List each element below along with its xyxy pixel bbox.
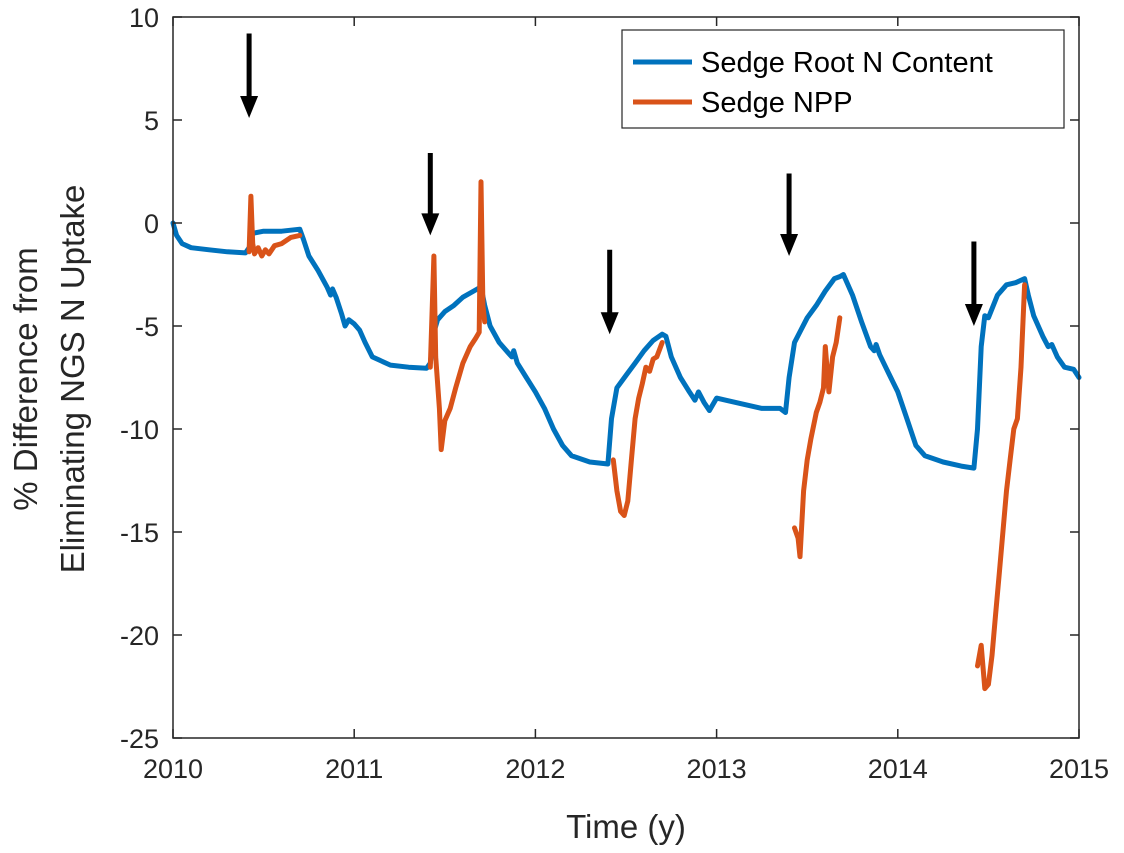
axis-ticks: 2010 2011 2012 2013 2014 2015 10 5 0 -5 -10 -15 -20 -… [120, 3, 1109, 784]
x-axis-label: Time (y) [566, 808, 686, 845]
series-line-sedge-npp-segment-2 [427, 179, 488, 453]
series-line-sedge-npp-segment-4 [792, 315, 843, 560]
x-tick-label: 2011 [325, 754, 383, 784]
y-tick-label: -15 [120, 518, 159, 548]
series-line-sedge-npp-segment-3 [610, 340, 665, 518]
x-tick-label: 2012 [505, 754, 565, 784]
x-tick-label: 2010 [143, 754, 203, 784]
series-line-sedge-root-n-content [170, 220, 1082, 471]
y-axis-label-line-2: Eliminating NGS N Uptake [54, 185, 91, 574]
series-layer [170, 179, 1082, 692]
y-tick-label: -10 [120, 415, 159, 445]
down-arrow-icon [421, 152, 440, 236]
y-axis-label-line-1: % Difference from [7, 247, 44, 510]
down-arrow-icon [780, 173, 799, 256]
down-arrow-icon [600, 249, 619, 335]
y-tick-label: 5 [144, 106, 159, 136]
series-line-sedge-npp-segment-5 [975, 282, 1028, 692]
y-tick-label: 10 [129, 3, 159, 33]
x-tick-label: 2015 [1049, 754, 1109, 784]
legend: Sedge Root N Content Sedge NPP [621, 29, 1065, 129]
y-tick-label: -20 [120, 621, 159, 651]
plot-frame [172, 16, 1080, 739]
legend-box [621, 29, 1065, 129]
legend-label-root-n: Sedge Root N Content [701, 47, 993, 79]
y-tick-label: 0 [144, 209, 159, 239]
down-arrow-icon [240, 33, 259, 118]
annotation-arrows [240, 33, 983, 335]
series-line-sedge-npp-segment-1 [246, 193, 303, 259]
down-arrow-icon [964, 241, 983, 326]
y-tick-label: -25 [120, 724, 159, 754]
x-tick-label: 2013 [687, 754, 747, 784]
x-tick-label: 2014 [868, 754, 928, 784]
y-tick-label: -5 [135, 312, 159, 342]
legend-label-npp: Sedge NPP [701, 87, 853, 119]
